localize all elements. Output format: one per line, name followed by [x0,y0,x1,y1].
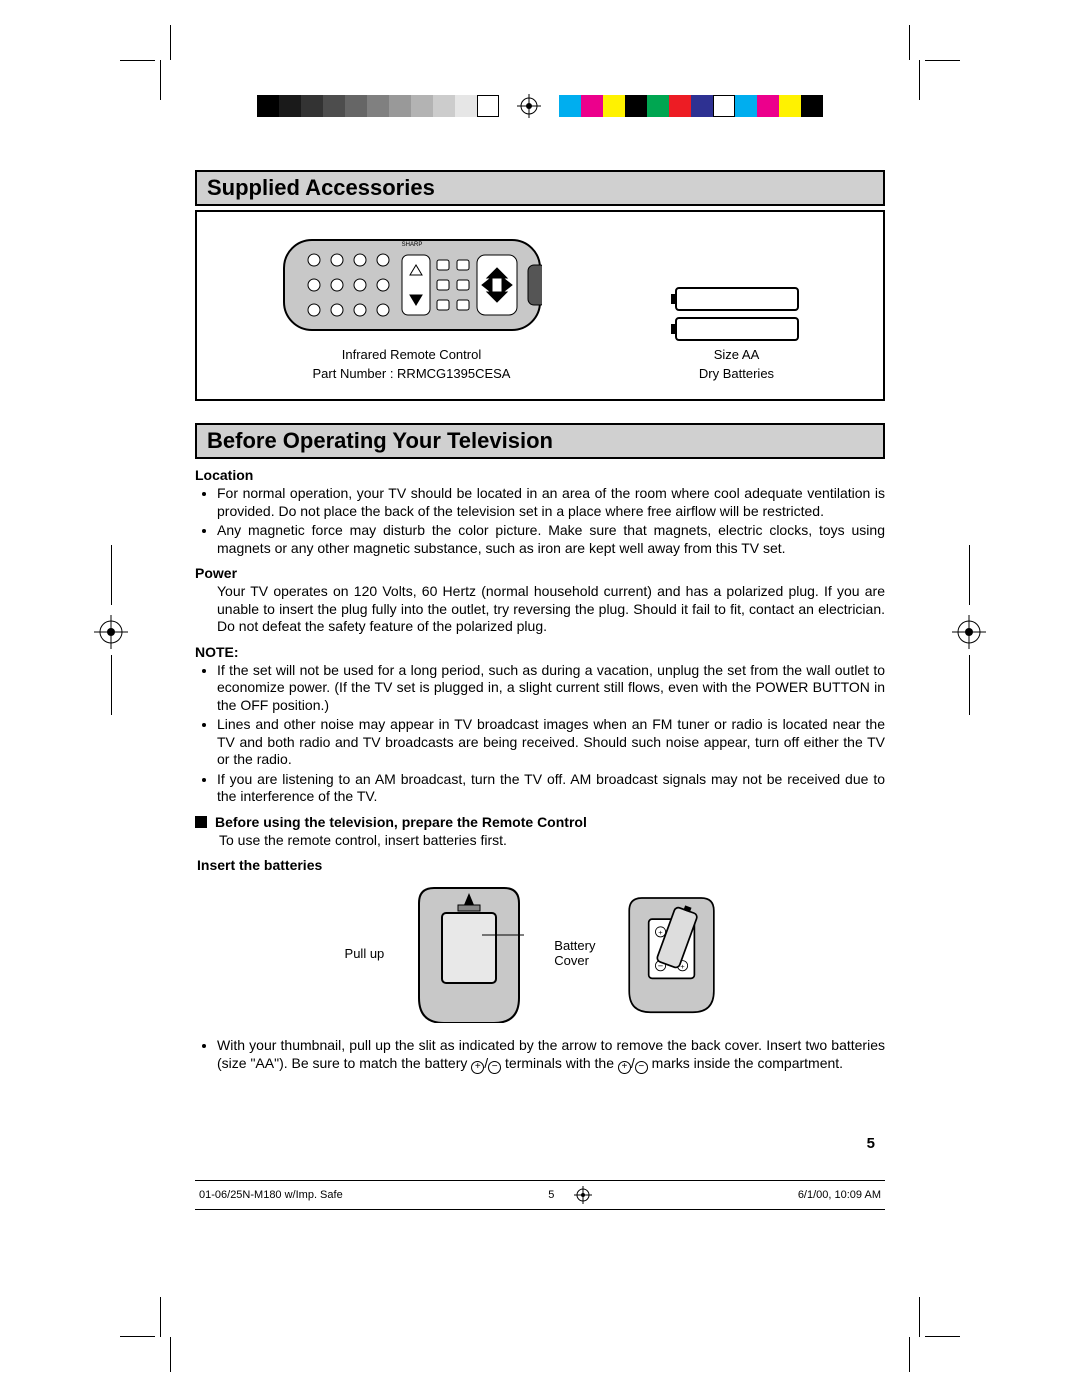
content-column: Supplied Accessories [195,170,885,1082]
battery-caption-1: Size AA [675,347,799,362]
insert-list: With your thumbnail, pull up the slit as… [195,1037,885,1074]
cover-label-2: Cover [554,953,595,968]
svg-text:+: + [659,928,664,937]
registration-mark-icon [574,1186,592,1204]
registration-mark-icon [517,94,541,118]
cover-label-1: Battery [554,938,595,953]
list-item: If you are listening to an AM broadcast,… [217,771,885,806]
footer-right: 6/1/00, 10:09 AM [798,1189,881,1201]
battery-icon [675,287,799,311]
insert-batteries-figure: Pull up Battery Cover + − − + [195,883,885,1023]
accessories-box: SHARP Infrared Remote Control Part Numbe… [195,210,885,401]
remote-figure: SHARP Infrared Remote Control Part Numbe… [282,230,542,381]
section-heading-before: Before Operating Your Television [195,423,885,459]
crop-mark-icon [890,10,960,80]
insert-item: With your thumbnail, pull up the slit as… [217,1037,885,1074]
list-item: If the set will not be used for a long p… [217,662,885,715]
location-heading: Location [195,467,885,483]
location-list: For normal operation, your TV should be … [195,485,885,557]
remote-caption-1: Infrared Remote Control [282,347,542,362]
footer-bar: 01-06/25N-M180 w/Imp. Safe 5 6/1/00, 10:… [195,1180,885,1210]
remote-caption-2: Part Number : RRMCG1395CESA [282,366,542,381]
prepare-heading: Before using the television, prepare the… [195,814,885,830]
power-heading: Power [195,565,885,581]
list-item: Any magnetic force may disturb the color… [217,522,885,557]
crop-mark-icon [120,10,190,80]
printer-color-bar [0,95,1080,117]
note-list: If the set will not be used for a long p… [195,662,885,806]
prepare-paragraph: To use the remote control, insert batter… [219,832,885,850]
insert-heading: Insert the batteries [197,857,885,873]
registration-mark-icon [94,615,128,649]
batteries-figure: Size AA Dry Batteries [675,287,799,381]
svg-text:SHARP: SHARP [401,242,422,248]
note-heading: NOTE: [195,644,885,660]
pullup-label: Pull up [345,946,385,961]
remote-back-closed-icon [414,883,524,1023]
power-paragraph: Your TV operates on 120 Volts, 60 Hertz … [217,583,885,636]
page-number: 5 [867,1135,875,1152]
remote-back-open-icon: + − − + [625,883,735,1023]
list-item: Lines and other noise may appear in TV b… [217,716,885,769]
registration-mark-icon [952,615,986,649]
footer-left: 01-06/25N-M180 w/Imp. Safe [199,1189,343,1201]
section-heading-supplied: Supplied Accessories [195,170,885,206]
battery-caption-2: Dry Batteries [675,366,799,381]
crop-mark-icon [890,1317,960,1387]
crop-mark-icon [120,1317,190,1387]
list-item: For normal operation, your TV should be … [217,485,885,520]
prepare-heading-text: Before using the television, prepare the… [215,814,587,830]
manual-page: Supplied Accessories [0,0,1080,1397]
battery-icon [675,317,799,341]
footer-center: 5 [548,1189,554,1201]
square-bullet-icon [195,816,207,828]
remote-control-icon: SHARP [282,230,542,340]
